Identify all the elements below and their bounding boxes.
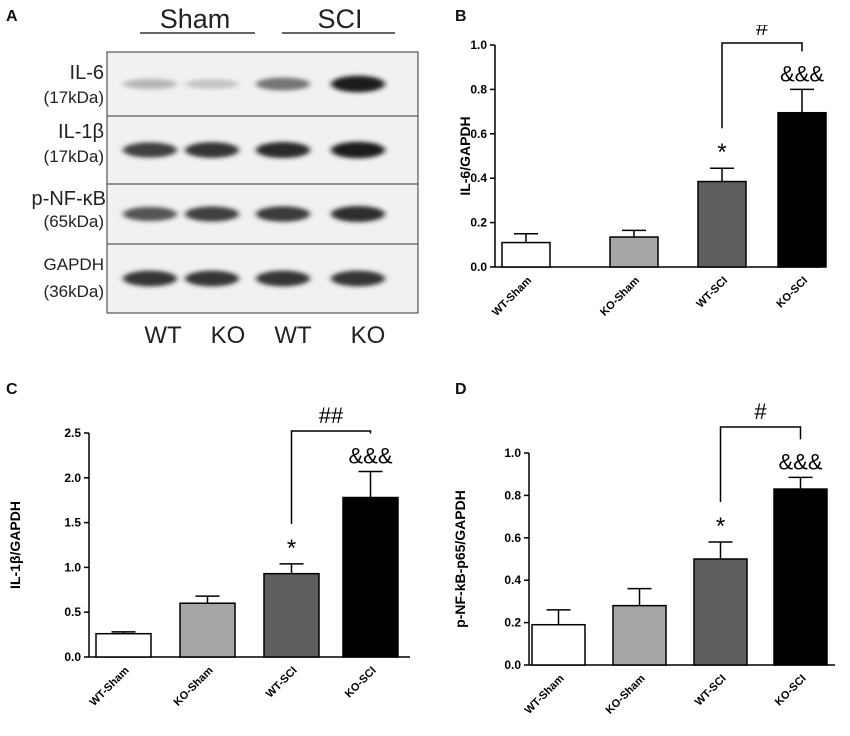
blot-band	[256, 270, 310, 287]
bar-ko-sham	[179, 602, 236, 658]
y-axis-title: IL-1β/GAPDH	[7, 501, 23, 589]
y-tick-label: 0.0	[470, 260, 487, 274]
y-tick-label: 0.5	[64, 605, 81, 619]
western-blot: Sham SCI IL-6 (17kDa) IL-1β (17kDa) p-NF…	[32, 4, 419, 349]
x-tick-label: KO-SCI	[773, 673, 809, 709]
bar-ko-sham	[609, 236, 659, 268]
blot-row-size-pnfkb: (65kDa)	[44, 212, 104, 231]
blot-band	[256, 77, 310, 91]
x-tick-label: KO-SCI	[343, 665, 379, 701]
x-tick-label: KO-Sham	[604, 672, 648, 716]
y-tick-label: 2.5	[64, 426, 81, 440]
bar-ko-sci	[342, 496, 399, 658]
significance-hash: #	[754, 399, 767, 424]
bar-wt-sci	[263, 572, 320, 658]
x-tick-label: WT-SCI	[264, 665, 300, 701]
x-tick-label: WT-SCI	[694, 275, 730, 311]
blot-lane-label: KO	[211, 322, 246, 349]
bar-ko-sham	[612, 604, 667, 666]
blot-band	[331, 141, 385, 159]
x-tick-label: KO-SCI	[774, 275, 810, 311]
blot-group-sham: Sham	[160, 4, 231, 34]
blot-row-size-il1b: (17kDa)	[44, 147, 104, 166]
y-tick-label: 1.5	[64, 516, 81, 530]
blot-band	[331, 270, 385, 287]
y-tick-label: 0.6	[470, 127, 487, 141]
bar-wt-sci	[693, 558, 748, 666]
bar-chart-il6: 0.0 0.2 0.4 0.6 0.8 1.0 IL-6/GAPDH WT-Sham KO-Sh…	[457, 25, 827, 319]
blot-row-label-il1b: IL-1β	[58, 121, 104, 143]
significance-bracket	[719, 426, 802, 503]
blot-band	[256, 141, 310, 159]
blot-band	[331, 206, 385, 222]
x-tick-label: WT-Sham	[88, 664, 132, 708]
blot-row-size-il6: (17kDa)	[44, 88, 104, 107]
x-tick-label: WT-Sham	[523, 672, 567, 716]
significance-amp: &&&	[778, 449, 822, 474]
blot-band	[123, 270, 177, 287]
significance-star: *	[287, 535, 296, 562]
bar-chart-il1b: 0.0 0.5 1.0 1.5 2.0 2.5 IL-1β/GAPDH WT-Sham KO-S…	[7, 403, 410, 709]
y-tick-label: 0.2	[470, 216, 487, 230]
bar-wt-sci	[697, 180, 747, 268]
y-tick-label: 2.0	[64, 471, 81, 485]
blot-group-sci: SCI	[317, 4, 362, 34]
blot-lane-label: WT	[274, 322, 312, 349]
y-tick-label: 1.0	[504, 446, 521, 460]
y-axis-title: p-NF-kB-p65/GAPDH	[452, 490, 468, 628]
y-tick-label: 0.0	[504, 658, 521, 672]
blot-band	[123, 78, 177, 90]
blot-band	[256, 206, 310, 222]
blot-lane-label: KO	[351, 322, 386, 349]
significance-star: *	[716, 513, 725, 540]
y-tick-label: 0.4	[470, 171, 487, 185]
y-tick-label: 1.0	[64, 560, 81, 574]
x-tick-label: KO-Sham	[172, 664, 216, 708]
significance-bracket	[721, 42, 803, 129]
panel-label-d: D	[455, 381, 467, 398]
bar-wt-sham	[531, 623, 586, 666]
significance-star: *	[717, 139, 726, 166]
blot-band	[331, 75, 385, 93]
panel-label-b: B	[455, 8, 467, 25]
y-tick-label: 0.8	[470, 82, 487, 96]
blot-band	[123, 142, 177, 158]
bar-wt-sham	[95, 632, 152, 658]
x-tick-label: KO-Sham	[598, 274, 642, 318]
bar-wt-sham	[501, 241, 551, 268]
significance-bracket	[290, 430, 372, 524]
blot-row-label-gapdh: GAPDH	[44, 255, 104, 274]
blot-lane-label: WT	[144, 322, 182, 349]
panel-label-c: C	[6, 381, 18, 398]
bar-ko-sci	[777, 111, 827, 268]
significance-amp: &&&	[348, 444, 392, 469]
blot-row-label-pnfkb: p-NF-κB	[32, 188, 106, 210]
y-tick-label: 0.4	[504, 573, 521, 587]
y-tick-label: 1.0	[470, 38, 487, 52]
blot-band	[185, 270, 239, 287]
bar-ko-sci	[773, 488, 828, 666]
blot-band	[185, 142, 239, 158]
x-tick-label: WT-Sham	[490, 274, 534, 318]
panel-label-a: A	[6, 8, 18, 25]
blot-band	[123, 206, 177, 222]
y-tick-label: 0.6	[504, 531, 521, 545]
blot-band	[185, 79, 239, 89]
y-axis-title: IL-6/GAPDH	[457, 116, 473, 195]
blot-rows	[106, 51, 419, 314]
significance-hash: ##	[319, 403, 344, 428]
blot-row-label-il6: IL-6	[70, 62, 104, 84]
y-tick-label: 0.2	[504, 616, 521, 630]
blot-row-size-gapdh: (36kDa)	[44, 282, 104, 301]
bar-chart-pnfkb: 0.0 0.2 0.4 0.6 0.8 1.0 p-NF-kB-p65/GAPDH WT-Sh…	[452, 399, 835, 717]
y-tick-label: 0.0	[64, 650, 81, 664]
y-tick-label: 0.8	[504, 488, 521, 502]
significance-hash: #	[756, 25, 769, 40]
significance-amp: &&&	[780, 61, 824, 86]
blot-band	[185, 206, 239, 222]
x-tick-label: WT-SCI	[693, 673, 729, 709]
